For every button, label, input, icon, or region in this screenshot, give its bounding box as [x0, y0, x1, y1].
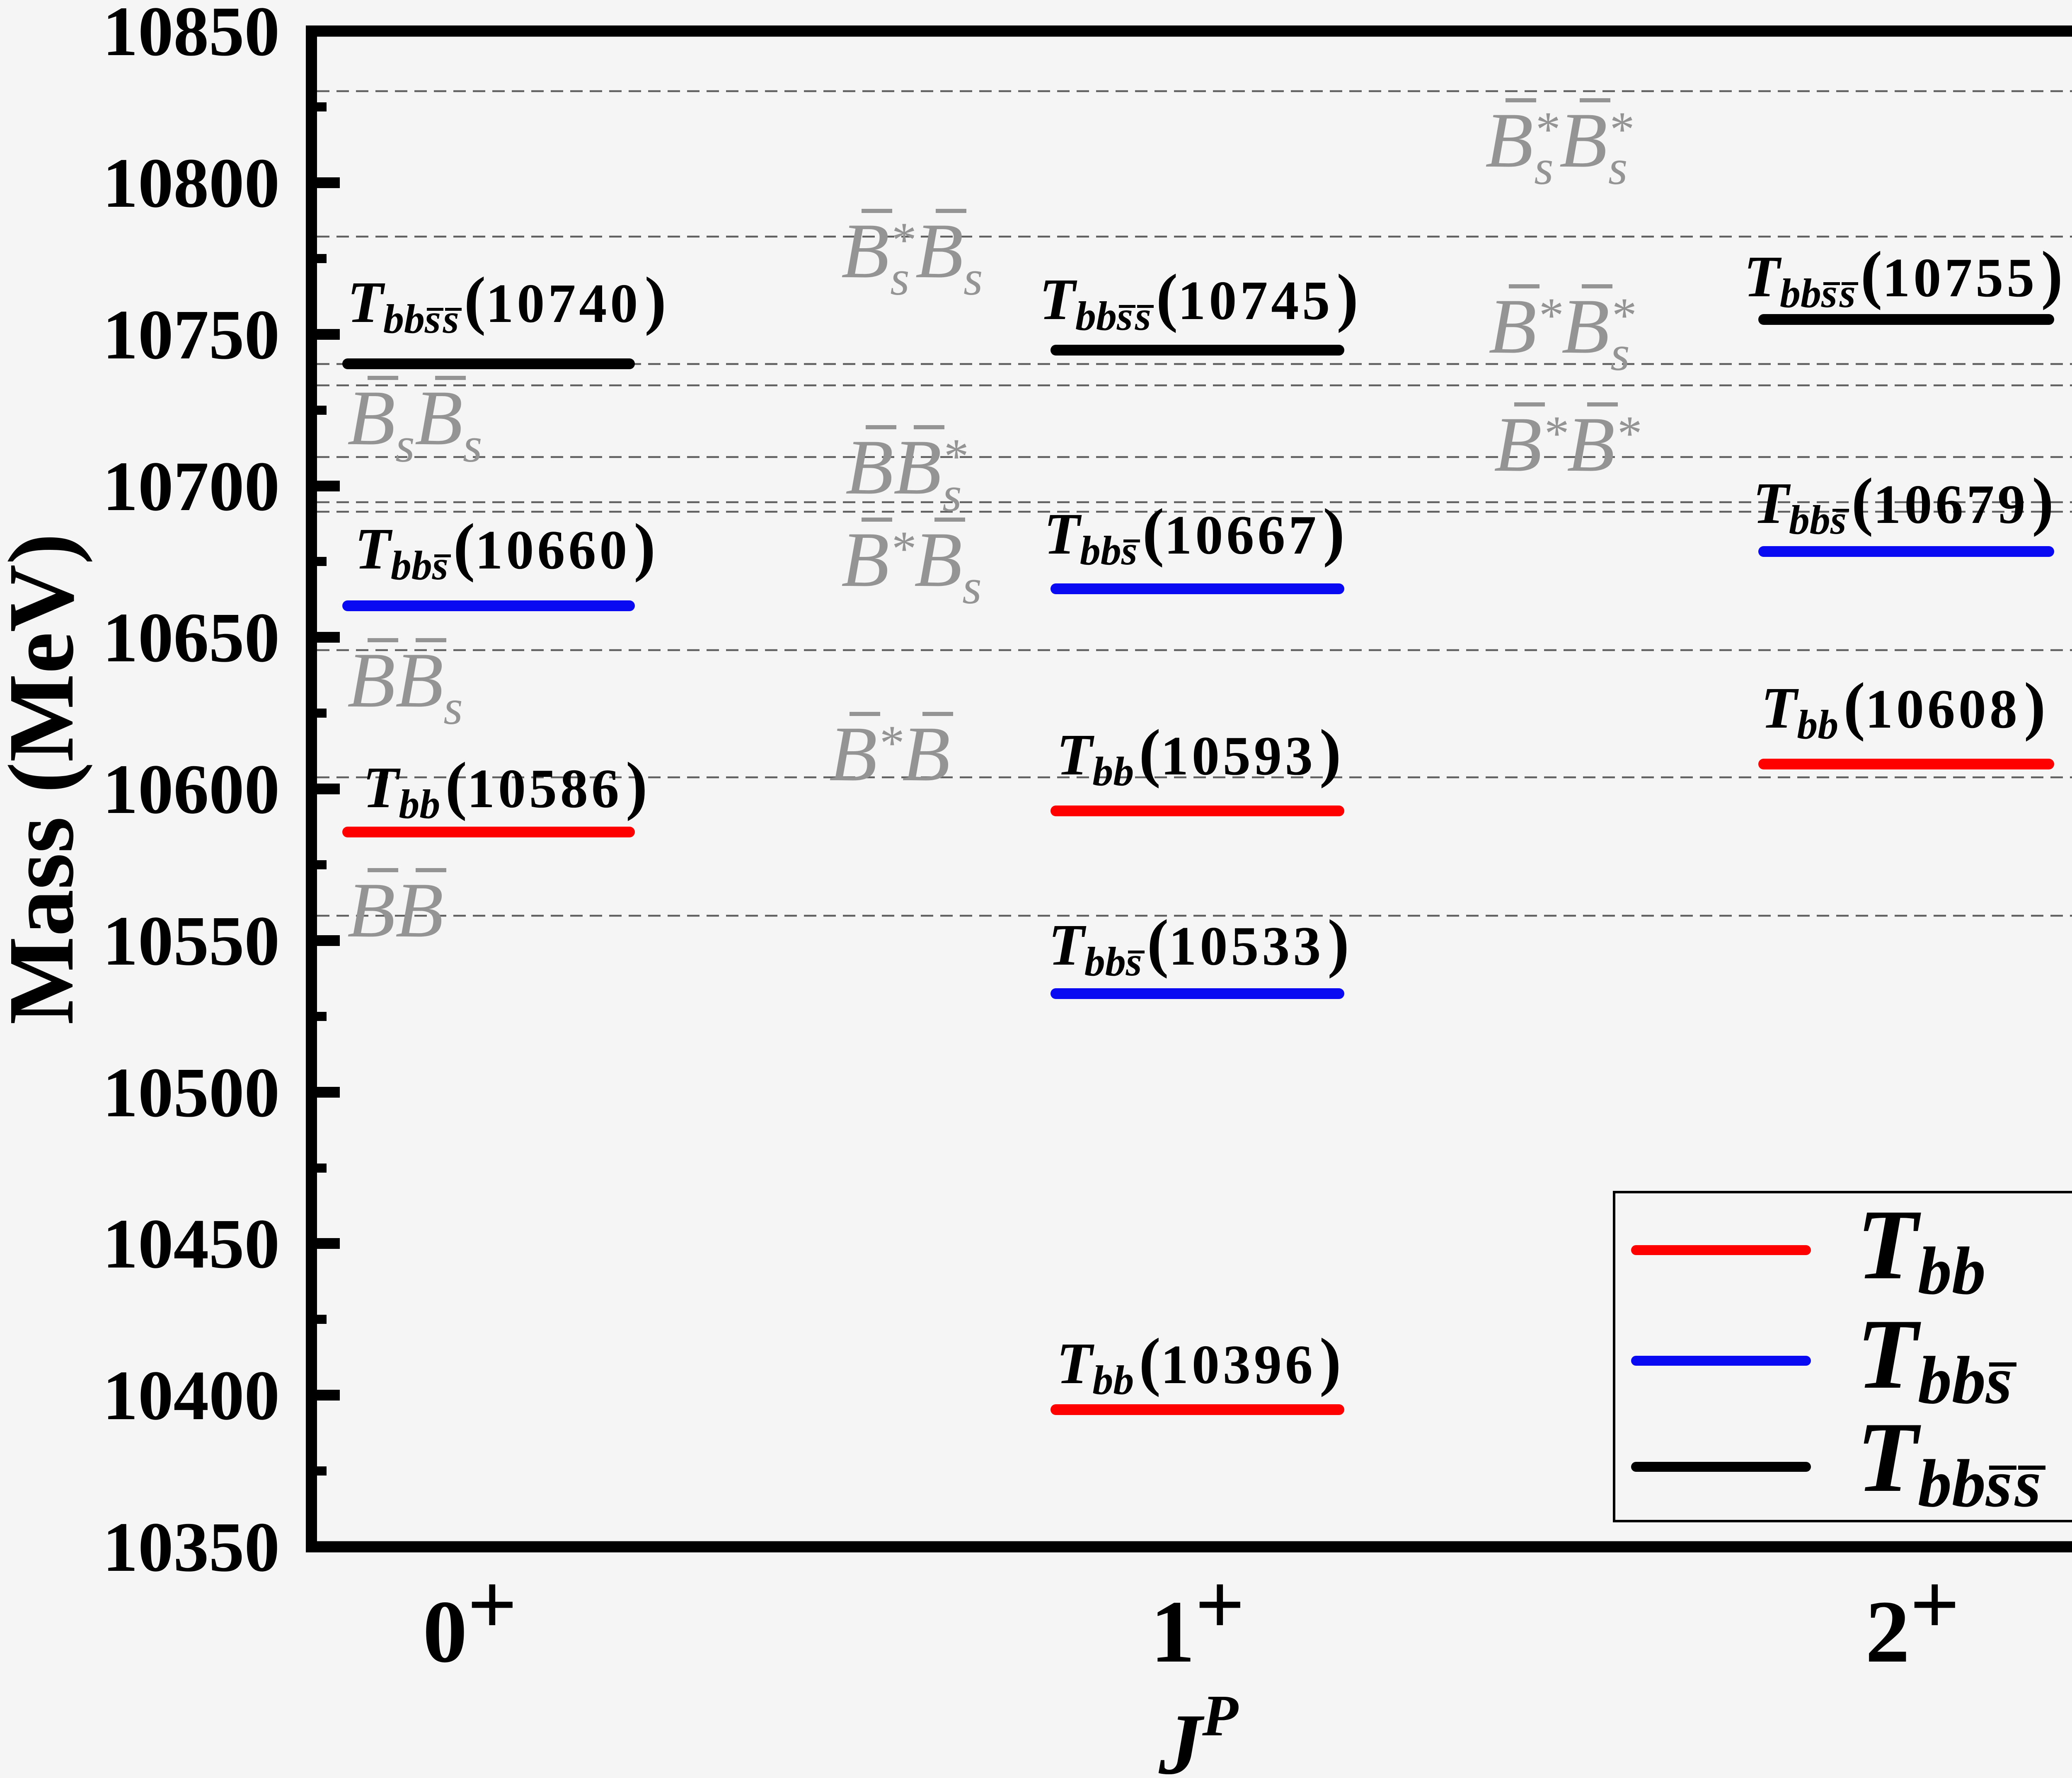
svg-text:BBs: BBs	[347, 637, 463, 735]
svg-text:Tbbs(10660): Tbbs(10660)	[355, 510, 656, 588]
svg-text:Tbb(10593): Tbb(10593)	[1057, 716, 1341, 794]
svg-text:Tbb: Tbb	[1857, 1189, 1986, 1309]
svg-text:Tbbss(10745): Tbbss(10745)	[1039, 261, 1358, 339]
svg-text:BB*s: BB* s	[845, 424, 966, 522]
svg-text:10400: 10400	[103, 1356, 280, 1434]
svg-text:BB: BB	[347, 867, 443, 954]
svg-text:Tbbs: Tbbs	[1857, 1299, 2012, 1418]
svg-text:Mass (MeV): Mass (MeV)	[0, 533, 93, 1025]
svg-text:B*B: B*B	[829, 711, 950, 798]
svg-text:Tbbs(10667): Tbbs(10667)	[1044, 496, 1345, 573]
svg-text:B*B*s: B*B* s	[1489, 283, 1634, 381]
svg-text:BsBs: BsBs	[347, 375, 482, 472]
svg-text:10800: 10800	[103, 144, 280, 222]
svg-text:Tbb(10608): Tbb(10608)	[1761, 670, 2046, 747]
svg-text:JP: JP	[1158, 1683, 1239, 1778]
svg-text:B*sB*s: B* sB* s	[1485, 97, 1632, 195]
svg-text:10350: 10350	[103, 1508, 280, 1586]
svg-text:10450: 10450	[103, 1205, 280, 1283]
svg-text:10550: 10550	[103, 902, 280, 980]
svg-text:10750: 10750	[103, 295, 280, 374]
svg-text:B*B*: B*B*	[1494, 401, 1640, 488]
svg-text:B*sBs: B* sBs	[841, 208, 983, 305]
svg-text:10700: 10700	[103, 447, 280, 525]
svg-text:Tbbss: Tbbss	[1857, 1402, 2041, 1521]
svg-text:10600: 10600	[103, 750, 280, 828]
svg-text:Tbb(10586): Tbb(10586)	[363, 749, 648, 827]
svg-text:Tbbss(10755): Tbbss(10755)	[1744, 238, 2063, 316]
svg-text:Tbbs(10679): Tbbs(10679)	[1753, 465, 2054, 543]
svg-text:B*Bs: B*Bs	[841, 516, 982, 614]
svg-text:10500: 10500	[103, 1053, 280, 1132]
svg-text:10850: 10850	[103, 0, 280, 70]
svg-text:10650: 10650	[103, 598, 280, 677]
svg-text:Tbbs(10533): Tbbs(10533)	[1048, 907, 1349, 985]
svg-text:Tbbss(10740): Tbbss(10740)	[347, 264, 666, 342]
svg-text:Tbb(10396): Tbb(10396)	[1057, 1325, 1341, 1403]
